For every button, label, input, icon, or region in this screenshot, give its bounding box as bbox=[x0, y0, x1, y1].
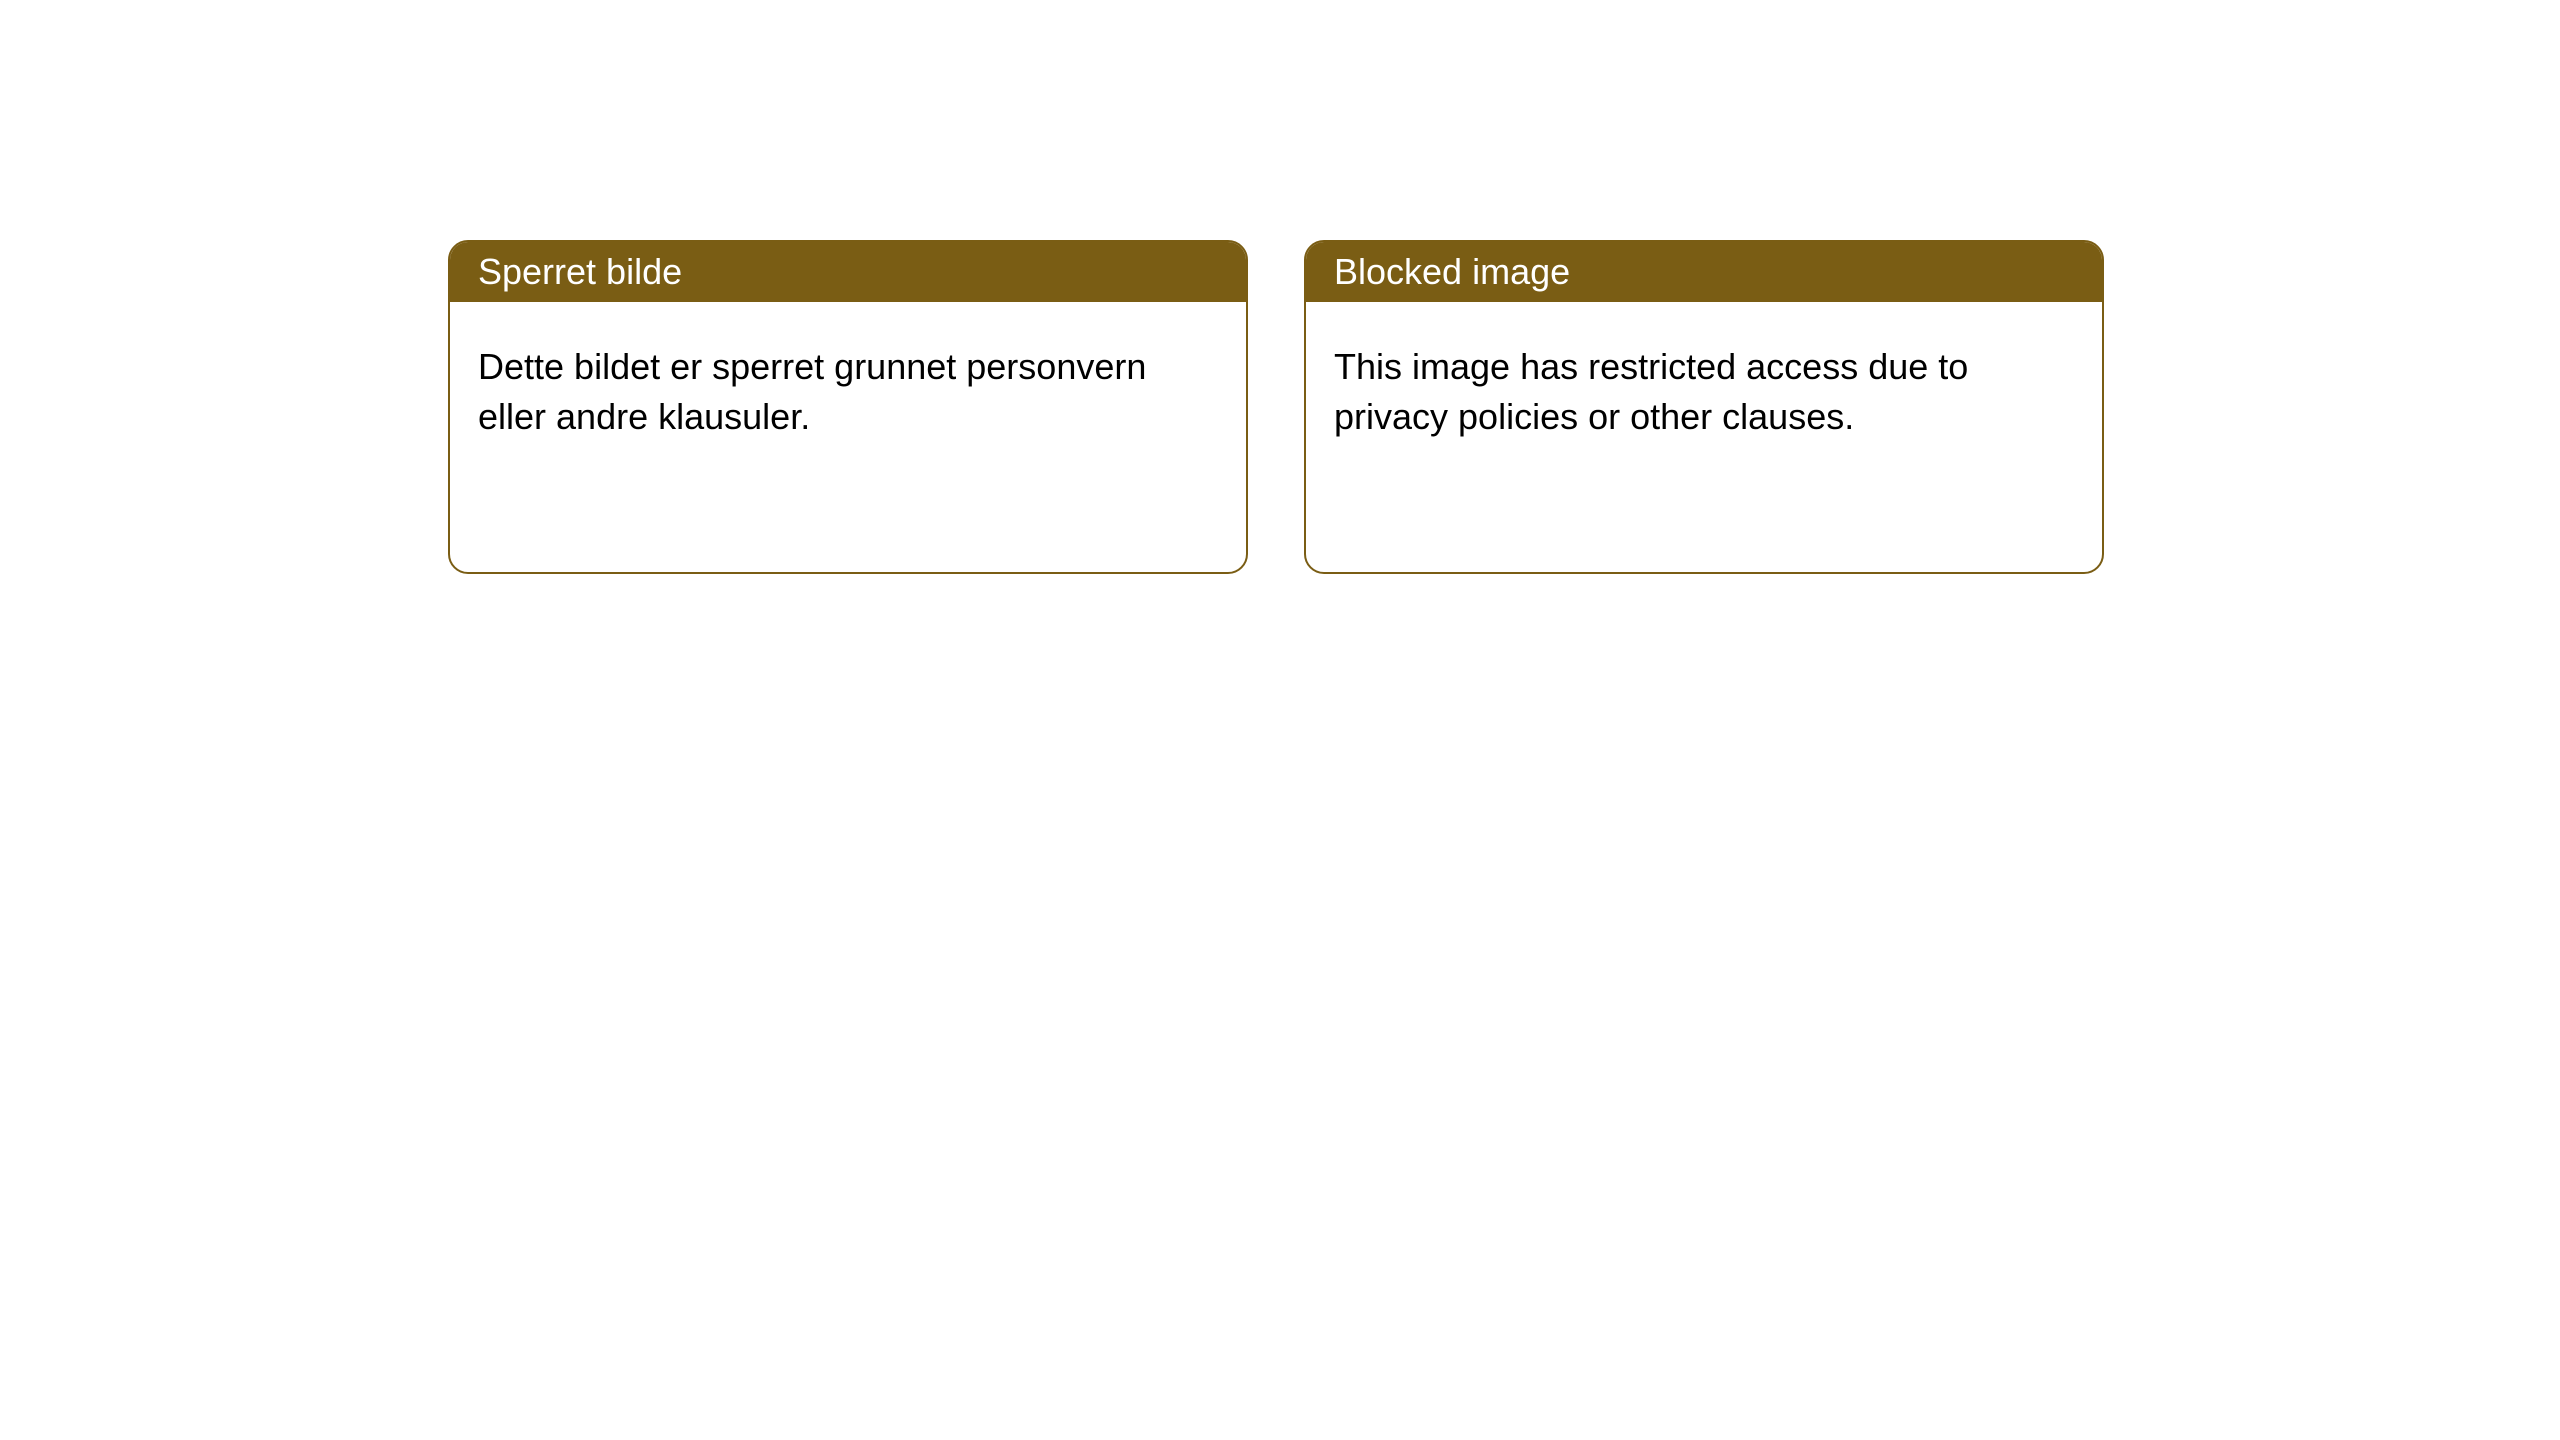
card-title-no: Sperret bilde bbox=[478, 251, 682, 293]
card-title-en: Blocked image bbox=[1334, 251, 1570, 293]
cards-container: Sperret bilde Dette bildet er sperret gr… bbox=[0, 0, 2560, 574]
card-body-en: This image has restricted access due to … bbox=[1306, 302, 2102, 483]
card-body-text-en: This image has restricted access due to … bbox=[1334, 346, 1968, 437]
card-body-no: Dette bildet er sperret grunnet personve… bbox=[450, 302, 1246, 483]
blocked-image-card-en: Blocked image This image has restricted … bbox=[1304, 240, 2104, 574]
blocked-image-card-no: Sperret bilde Dette bildet er sperret gr… bbox=[448, 240, 1248, 574]
card-body-text-no: Dette bildet er sperret grunnet personve… bbox=[478, 346, 1146, 437]
card-header-no: Sperret bilde bbox=[450, 242, 1246, 302]
card-header-en: Blocked image bbox=[1306, 242, 2102, 302]
